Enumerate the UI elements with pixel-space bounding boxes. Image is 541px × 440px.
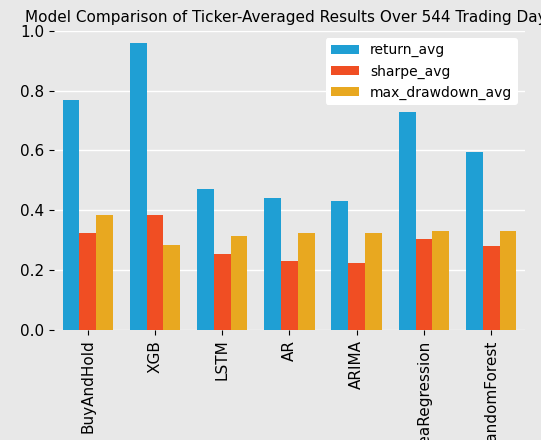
Title: Model Comparison of Ticker-Averaged Results Over 544 Trading Days: Model Comparison of Ticker-Averaged Resu… [25, 11, 541, 26]
Bar [281, 261, 298, 330]
Bar [130, 43, 147, 330]
Bar [63, 99, 80, 330]
Bar [332, 202, 348, 330]
Bar [348, 263, 365, 330]
Bar [365, 233, 382, 330]
Bar [499, 231, 516, 330]
Bar [432, 231, 449, 330]
Bar [415, 239, 432, 330]
Bar [298, 233, 315, 330]
Bar [80, 233, 96, 330]
Bar [483, 246, 499, 330]
Bar [197, 189, 214, 330]
Bar [399, 112, 415, 330]
Bar [147, 215, 163, 330]
Bar [163, 245, 180, 330]
Bar [230, 236, 247, 330]
Legend: return_avg, sharpe_avg, max_drawdown_avg: return_avg, sharpe_avg, max_drawdown_avg [326, 38, 518, 105]
Bar [96, 215, 113, 330]
Bar [264, 198, 281, 330]
Bar [214, 254, 230, 330]
Bar [466, 152, 483, 330]
